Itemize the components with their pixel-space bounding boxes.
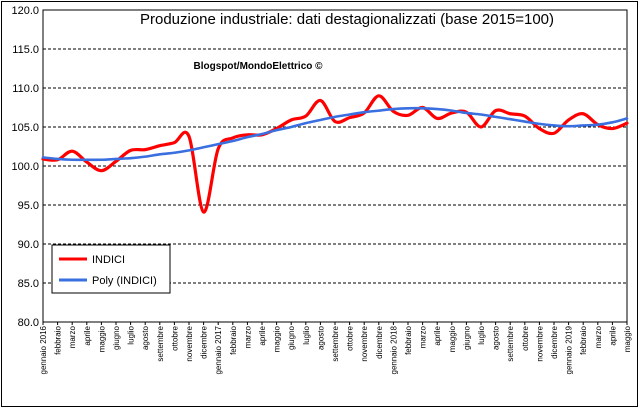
x-tick-label: settembre (331, 325, 340, 361)
x-tick-label: gennaio 2019 (565, 325, 574, 374)
x-tick-label: novembre (185, 325, 194, 361)
y-tick-label: 90.0 (18, 239, 39, 251)
y-tick-label: 100.0 (11, 161, 39, 173)
y-tick-label: 120.0 (11, 5, 39, 17)
y-axis-ticks: 80.0 85.0 90.0 95.0 100.0 105.0 110.0 115.0 120.… (11, 5, 39, 329)
y-tick-label: 95.0 (18, 200, 39, 212)
chart-title: Produzione industriale: dati destagional… (140, 11, 554, 28)
x-tick-label: dicembre (200, 325, 209, 358)
x-tick-label: gennaio 2017 (214, 325, 223, 374)
y-tick-label: 110.0 (12, 83, 39, 95)
y-tick-label: 80.0 (18, 317, 39, 329)
x-tick-label: febbraio (229, 325, 238, 354)
x-tick-label: novembre (535, 325, 544, 361)
x-tick-label: agosto (141, 325, 150, 350)
x-tick-label: gennaio 2016 (39, 325, 48, 374)
x-tick-label: luglio (127, 325, 136, 344)
legend-label-indici: INDICI (92, 254, 125, 266)
x-tick-label: aprile (608, 325, 617, 345)
x-tick-label: giugno (287, 325, 296, 350)
x-tick-label: ottobre (521, 325, 530, 350)
x-tick-label: febbraio (579, 325, 588, 354)
x-tick-label: marzo (419, 325, 428, 348)
x-tick-label: aprile (258, 325, 267, 345)
x-tick-label: maggio (97, 325, 106, 352)
y-tick-label: 85.0 (18, 278, 39, 290)
x-tick-label: agosto (492, 325, 501, 350)
x-tick-label: marzo (243, 325, 252, 348)
axes (42, 9, 628, 325)
legend-label-poly: Poly (INDICI) (92, 275, 157, 287)
x-axis-ticks: gennaio 2016 febbraio marzo aprile maggio giu… (39, 325, 632, 374)
series-lines (41, 94, 629, 214)
x-tick-label: dicembre (550, 325, 559, 358)
x-tick-label: settembre (506, 325, 515, 361)
x-tick-label: giugno (462, 325, 471, 350)
x-tick-label: aprile (433, 325, 442, 345)
x-tick-label: marzo (68, 325, 77, 348)
legend-box (51, 244, 171, 294)
y-tick-label: 105.0 (11, 122, 39, 134)
x-tick-label: maggio (448, 325, 457, 352)
x-tick-label: novembre (360, 325, 369, 361)
x-tick-label: ottobre (170, 325, 179, 350)
x-tick-label: giugno (112, 325, 121, 350)
legend: INDICI Poly (INDICI) (51, 244, 171, 294)
series-line-poly (41, 106, 629, 162)
watermark-text: Blogspot/MondoElettrico © (193, 61, 323, 72)
x-tick-label: ottobre (346, 325, 355, 350)
x-tick-label: maggio (273, 325, 282, 352)
x-tick-label: luglio (477, 325, 486, 344)
x-tick-label: agosto (316, 325, 325, 350)
y-tick-label: 115.0 (12, 44, 39, 56)
x-tick-label: maggio (623, 325, 632, 352)
series-line-indici (41, 94, 629, 214)
x-tick-label: aprile (83, 325, 92, 345)
x-tick-label: gennaio 2018 (389, 325, 398, 374)
x-tick-label: settembre (156, 325, 165, 361)
x-tick-label: dicembre (375, 325, 384, 358)
x-tick-label: marzo (594, 325, 603, 348)
x-tick-label: luglio (302, 325, 311, 344)
x-tick-label: febbraio (404, 325, 413, 354)
x-tick-label: febbraio (54, 325, 63, 354)
